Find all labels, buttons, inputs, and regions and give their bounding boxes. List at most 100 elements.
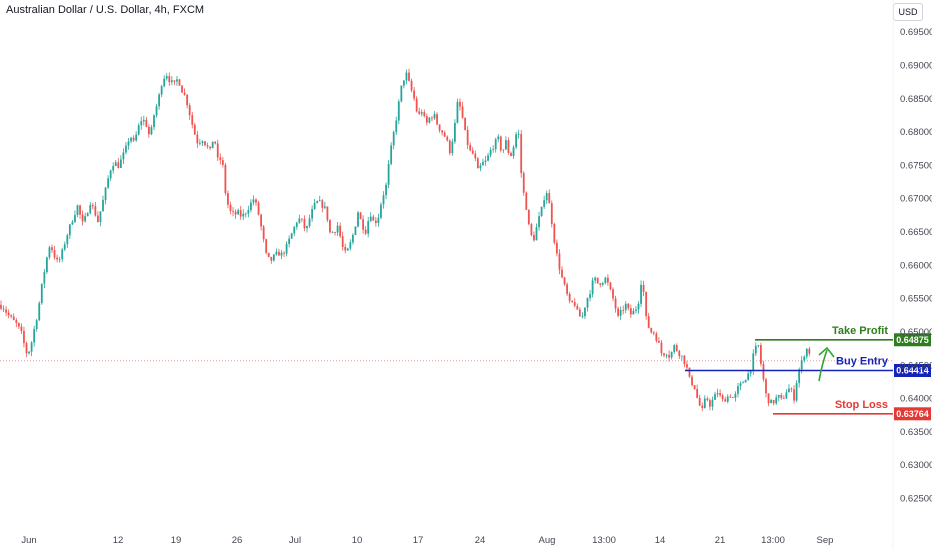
candle (5, 305, 7, 317)
candle (454, 119, 456, 144)
candle (91, 202, 94, 210)
candle (775, 394, 778, 406)
candle (150, 124, 153, 136)
candle (436, 112, 438, 126)
candle (158, 92, 160, 110)
candle (173, 80, 176, 86)
x-tick-label: Aug (539, 535, 556, 546)
candle (357, 210, 359, 228)
candle (765, 377, 767, 398)
candle (290, 232, 293, 239)
candle (652, 330, 655, 336)
candle (53, 245, 56, 260)
candle (392, 130, 395, 150)
candle (785, 389, 788, 399)
candle (484, 156, 487, 166)
candle (188, 103, 191, 120)
candle (390, 142, 393, 166)
price-badge (894, 333, 931, 347)
candle (589, 289, 591, 302)
candle (693, 384, 696, 390)
candle (367, 216, 370, 238)
candle (140, 116, 143, 130)
candle (578, 307, 581, 317)
candle (201, 140, 204, 146)
candle (132, 135, 135, 143)
candle (214, 141, 217, 145)
candle (709, 398, 711, 411)
candle (553, 222, 556, 245)
candle (599, 283, 602, 288)
y-tick-label: 0.68500 (900, 94, 932, 105)
candle (40, 283, 43, 305)
candle (71, 220, 74, 226)
candle (86, 212, 89, 217)
candle (301, 218, 303, 223)
candle (349, 239, 352, 251)
candle (527, 209, 530, 226)
candle (272, 253, 275, 262)
candle (581, 312, 584, 319)
candle (0, 300, 2, 310)
x-tick-label: 10 (352, 535, 363, 546)
candle (517, 129, 520, 139)
candles-layer (0, 68, 811, 412)
candle (433, 111, 436, 121)
candle (160, 84, 163, 98)
candle (58, 256, 61, 263)
candle (260, 213, 262, 231)
candle (604, 276, 607, 285)
candle (295, 221, 298, 230)
x-tick-label: Jul (289, 535, 301, 546)
candle (729, 394, 732, 399)
candle (20, 323, 23, 335)
candle (155, 103, 158, 118)
candle (612, 287, 614, 302)
candle (760, 342, 762, 367)
candle (339, 222, 342, 239)
candle (250, 199, 252, 213)
candle (278, 248, 280, 256)
level-stop-loss[interactable]: Stop Loss 0.63764 (773, 399, 931, 421)
candle (196, 130, 199, 148)
candle (354, 226, 357, 236)
arrow-layer (818, 346, 835, 382)
candle (400, 85, 403, 103)
candle (803, 355, 806, 363)
candle (211, 141, 214, 149)
candle (670, 351, 673, 360)
candle (76, 204, 79, 218)
candle (487, 152, 489, 162)
candle (28, 351, 30, 355)
candle (790, 387, 793, 393)
candle (441, 130, 444, 136)
y-tick-label: 0.65500 (900, 294, 932, 305)
candle (691, 374, 693, 387)
y-tick-label: 0.67500 (900, 160, 932, 171)
candle (176, 76, 178, 86)
level-take-profit[interactable]: Take Profit 0.64875 (755, 325, 931, 347)
candle (675, 343, 678, 352)
candle (772, 399, 775, 406)
candle (489, 147, 492, 158)
candle (497, 133, 500, 143)
candle (466, 126, 469, 150)
level-buy-entry[interactable]: Buy Entry 0.64414 (685, 355, 931, 377)
candle (749, 370, 752, 377)
candle (688, 367, 691, 378)
candle (418, 107, 421, 116)
candle (706, 396, 709, 402)
candle (191, 112, 194, 129)
candle (584, 307, 586, 320)
candle (84, 212, 87, 223)
candle (209, 146, 211, 151)
candle (239, 206, 242, 220)
candle (668, 350, 670, 362)
candle (492, 145, 495, 153)
candle (795, 380, 798, 403)
y-tick-label: 0.62500 (900, 494, 932, 505)
candle (242, 209, 245, 221)
candle (99, 211, 102, 227)
y-tick-label: 0.63000 (900, 460, 932, 471)
